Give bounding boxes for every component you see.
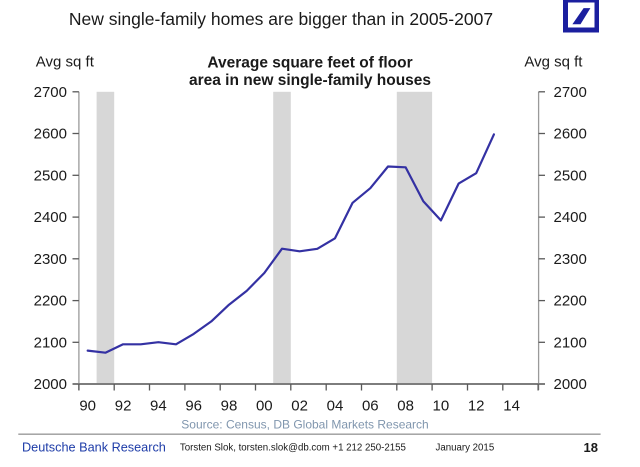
svg-text:06: 06: [362, 398, 379, 415]
svg-text:04: 04: [327, 398, 344, 415]
svg-text:2500: 2500: [34, 167, 67, 184]
svg-text:Average square feet of floor: Average square feet of floor: [207, 55, 412, 72]
svg-text:2100: 2100: [554, 334, 587, 351]
svg-text:2100: 2100: [34, 334, 67, 351]
svg-text:14: 14: [503, 398, 520, 415]
svg-text:00: 00: [256, 398, 273, 415]
svg-text:2600: 2600: [34, 126, 67, 143]
svg-text:18: 18: [584, 440, 598, 455]
svg-text:January 2015: January 2015: [436, 443, 495, 454]
svg-text:area in new single-family hous: area in new single-family houses: [189, 72, 431, 89]
svg-text:New single-family homes are bi: New single-family homes are bigger than …: [69, 9, 493, 29]
svg-text:2200: 2200: [554, 293, 587, 310]
svg-text:2600: 2600: [554, 126, 587, 143]
svg-text:Source: Census, DB Global Mark: Source: Census, DB Global Markets Resear…: [181, 418, 428, 432]
svg-text:90: 90: [79, 398, 96, 415]
svg-text:96: 96: [185, 398, 202, 415]
svg-text:Deutsche Bank Research: Deutsche Bank Research: [22, 441, 166, 455]
svg-text:Torsten Slok, torsten.slok@db.: Torsten Slok, torsten.slok@db.com +1 212…: [180, 443, 406, 454]
svg-text:2700: 2700: [34, 84, 67, 101]
svg-text:2400: 2400: [34, 209, 67, 226]
svg-text:2300: 2300: [34, 251, 67, 268]
svg-text:98: 98: [221, 398, 238, 415]
svg-text:02: 02: [291, 398, 308, 415]
svg-text:2400: 2400: [554, 209, 587, 226]
svg-text:92: 92: [115, 398, 132, 415]
svg-text:2000: 2000: [554, 376, 587, 393]
svg-text:2300: 2300: [554, 251, 587, 268]
svg-text:10: 10: [433, 398, 450, 415]
svg-text:2200: 2200: [34, 293, 67, 310]
svg-text:08: 08: [397, 398, 414, 415]
svg-text:2700: 2700: [554, 84, 587, 101]
svg-text:2500: 2500: [554, 167, 587, 184]
svg-text:94: 94: [150, 398, 167, 415]
svg-text:12: 12: [468, 398, 485, 415]
svg-text:Avg sq ft: Avg sq ft: [524, 54, 583, 71]
svg-text:2000: 2000: [34, 376, 67, 393]
svg-text:Avg sq ft: Avg sq ft: [36, 54, 95, 71]
